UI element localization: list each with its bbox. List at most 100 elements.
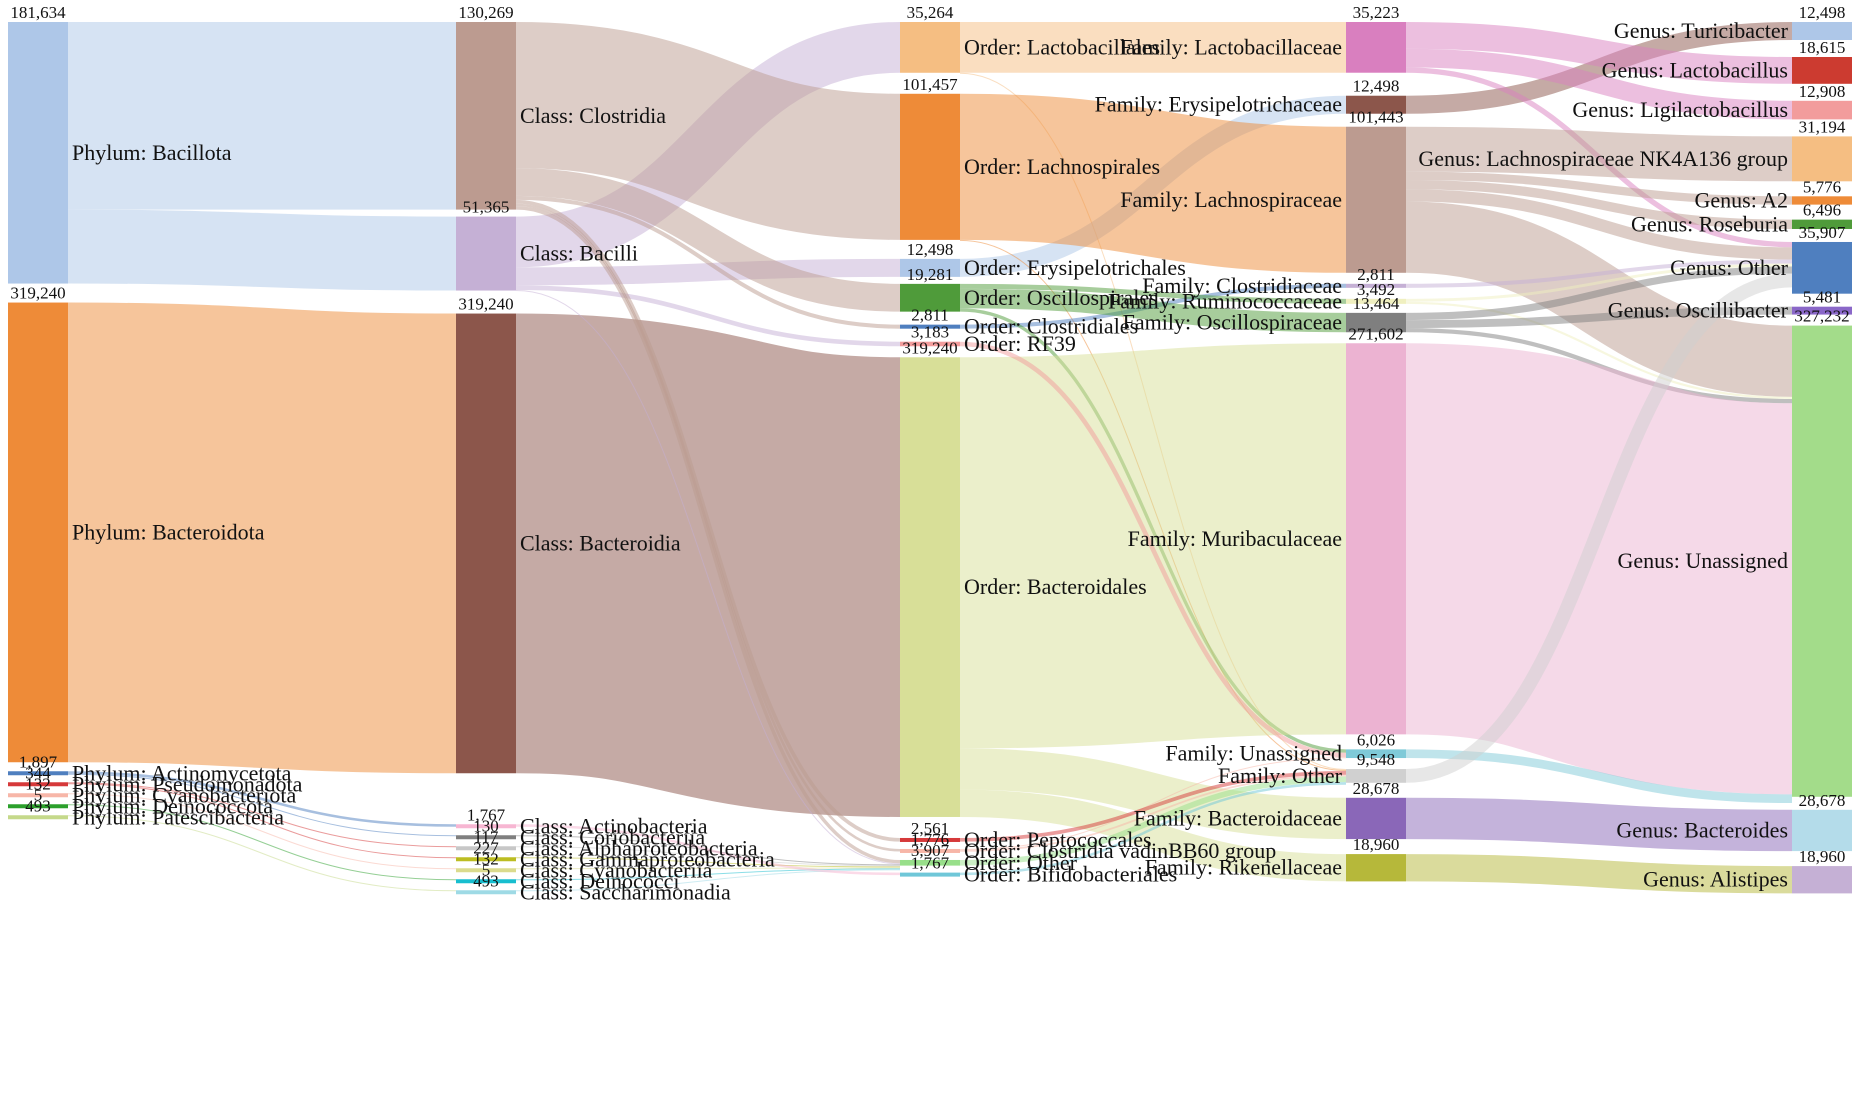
sankey-link-f_lach-g_oth <box>1405 189 1793 260</box>
sankey-value-c_sac: 493 <box>473 871 499 890</box>
sankey-label-f_lach: Family: Lachnospiraceae <box>1120 187 1342 212</box>
sankey-nodes <box>8 22 1852 895</box>
sankey-link-o_bcd-f_bcd <box>959 748 1347 840</box>
sankey-link-p_pse-c_alp <box>67 782 457 848</box>
sankey-link-f_lach-g_nk4 <box>1405 126 1793 182</box>
sankey-node-c_gam <box>456 857 516 862</box>
sankey-link-f_lac-g_lac <box>1405 22 1793 84</box>
sankey-label-p_dei: Phylum: Deinococcota <box>72 793 273 818</box>
sankey-node-o_lac <box>900 22 960 73</box>
sankey-node-g_lig <box>1792 100 1852 120</box>
sankey-label-o_lac: Order: Lactobacillales <box>964 34 1160 59</box>
sankey-link-c_clo-o_vad <box>515 203 901 852</box>
sankey-node-o_bif <box>900 872 960 877</box>
sankey-node-o_lach <box>900 93 960 240</box>
sankey-node-g_tur <box>1792 22 1852 40</box>
sankey-link-f_lach-g_a2 <box>1405 171 1793 205</box>
sankey-link-o_osc-f_osc <box>959 288 1347 333</box>
sankey-link-o_bcd-f_rik <box>959 789 1347 882</box>
sankey-link-f_lach-g_ros <box>1405 179 1793 229</box>
sankey-value-c_bcd: 319,240 <box>458 295 513 314</box>
sankey-link-c_cyn-o_oth <box>515 867 901 870</box>
sankey-value-g_tur: 12,498 <box>1799 3 1846 22</box>
sankey-label-f_bcd: Family: Bacteroidaceae <box>1134 805 1342 830</box>
sankey-link-c_bacilli-o_oth <box>515 289 901 865</box>
sankey-node-o_osc <box>900 283 960 312</box>
sankey-value-c_alp: 117 <box>474 827 499 846</box>
sankey-value-c_act: 1,767 <box>467 805 506 824</box>
sankey-value-p_cya: 132 <box>25 774 51 793</box>
sankey-node-o_clo <box>900 324 960 329</box>
sankey-value-o_rf39: 3,183 <box>911 323 949 342</box>
sankey-value-g_nk4: 31,194 <box>1799 117 1846 136</box>
sankey-link-f_ery-g_tur <box>1405 22 1793 114</box>
sankey-node-g_ros <box>1792 219 1852 229</box>
sankey-link-o_rf39-f_una <box>959 341 1347 758</box>
sankey-label-f_mur: Family: Muribaculaceae <box>1128 526 1342 551</box>
sankey-node-g_ali <box>1792 866 1852 894</box>
sankey-value-g_lig: 12,908 <box>1799 82 1846 101</box>
sankey-value-f_lac: 35,223 <box>1353 3 1400 22</box>
sankey-node-c_sac <box>456 890 516 895</box>
sankey-node-c_cyn <box>456 868 516 873</box>
sankey-value-o_lac: 35,264 <box>907 3 954 22</box>
sankey-label-f_una: Family: Unassigned <box>1165 741 1342 766</box>
sankey-label-p_cya: Phylum: Cyanobacteriota <box>72 782 296 807</box>
sankey-link-o_pep-f_oth <box>959 771 1347 842</box>
sankey-value-o_bcd: 319,240 <box>902 338 957 357</box>
sankey-link-c_act-o_bif <box>515 824 901 876</box>
sankey-value-f_mur: 271,602 <box>1348 324 1403 343</box>
sankey-value-o_bif: 1,767 <box>911 854 950 873</box>
sankey-node-g_oth <box>1792 241 1852 294</box>
sankey-label-g_lig: Genus: Ligilactobacillus <box>1572 97 1788 122</box>
sankey-label-f_oth: Family: Other <box>1218 763 1343 788</box>
sankey-value-c_cyn: 132 <box>473 849 499 868</box>
sankey-node-c_bcd <box>456 313 516 774</box>
sankey-link-c_dei-o_oth <box>515 868 901 881</box>
sankey-node-f_una <box>1346 749 1406 759</box>
sankey-value-g_ros: 6,496 <box>1803 201 1841 220</box>
sankey-label-o_lach: Order: Lachnospirales <box>964 154 1160 179</box>
sankey-node-p_pat <box>8 815 68 820</box>
sankey-node-c_alp <box>456 846 516 851</box>
sankey-link-p_pat-c_sac <box>67 815 457 892</box>
sankey-link-f_oth-g_oth <box>1405 273 1793 783</box>
sankey-label-p_pat: Phylum: Patescibacteria <box>72 804 284 829</box>
sankey-label-c_gam: Class: Gammaproteobacteria <box>520 846 775 871</box>
sankey-label-g_bcd: Genus: Bacteroides <box>1616 817 1788 842</box>
sankey-label-p_bac: Phylum: Bacillota <box>72 140 232 165</box>
sankey-value-f_oth: 9,548 <box>1357 750 1395 769</box>
sankey-node-f_lach <box>1346 126 1406 273</box>
sankey-node-f_rik <box>1346 854 1406 882</box>
sankey-link-c_bacilli-o_ery <box>515 258 901 286</box>
sankey-label-f_lac: Family: Lactobacillaceae <box>1120 34 1342 59</box>
sankey-node-g_bcd <box>1792 809 1852 852</box>
sankey-node-o_ery <box>900 258 960 277</box>
sankey-node-g_osc <box>1792 306 1852 315</box>
sankey-node-p_pse <box>8 782 68 787</box>
sankey-node-p_cya <box>8 793 68 798</box>
sankey-node-o_rf39 <box>900 341 960 347</box>
sankey-label-f_clo: Family: Clostridiaceae <box>1142 273 1342 298</box>
sankey-value-c_clo: 130,269 <box>458 3 513 22</box>
sankey-value-p_bct: 319,240 <box>10 284 65 303</box>
sankey-label-g_lac: Genus: Lactobacillus <box>1602 57 1788 82</box>
sankey-value-p_dei: 5 <box>34 785 43 804</box>
sankey-node-c_bacilli <box>456 216 516 291</box>
sankey-node-p_act <box>8 771 68 776</box>
sankey-label-o_clo: Order: Clostridiales <box>964 314 1138 339</box>
sankey-link-f_rum-g_oth <box>1405 263 1793 302</box>
sankey-node-f_bcd <box>1346 797 1406 840</box>
sankey-link-o_oth-f_oth <box>959 776 1347 866</box>
sankey-node-f_rum <box>1346 298 1406 304</box>
sankey-node-f_lac <box>1346 22 1406 73</box>
sankey-value-p_bac: 181,634 <box>10 3 66 22</box>
sankey-label-f_osc: Family: Oscillospiraceae <box>1123 310 1342 335</box>
sankey-node-c_act <box>456 824 516 829</box>
sankey-link-f_rum-g_una <box>1405 301 1793 399</box>
sankey-label-p_bct: Phylum: Bacteroidota <box>72 519 265 544</box>
sankey-value-p_pse: 344 <box>25 763 51 782</box>
sankey-label-f_rik: Family: Rikenellaceae <box>1145 855 1342 880</box>
sankey-link-o_osc-f_rum <box>959 283 1347 304</box>
sankey-value-o_lach: 101,457 <box>902 75 958 94</box>
